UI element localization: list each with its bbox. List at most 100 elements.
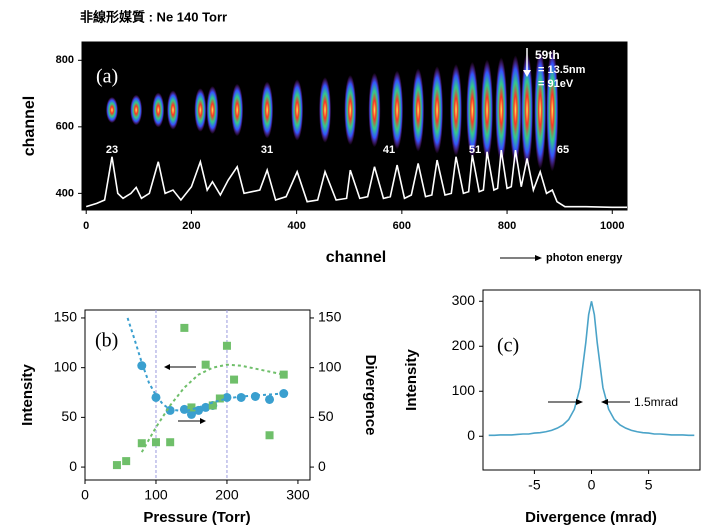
x-tick-label: 600 xyxy=(393,220,411,232)
y-tick-label: 50 xyxy=(61,408,77,424)
x-tick-label: 1000 xyxy=(600,220,624,232)
arrow-head xyxy=(576,399,583,405)
harmonic-spot xyxy=(152,92,165,128)
y-tick-label: 300 xyxy=(452,292,476,308)
y-tick-label: 150 xyxy=(54,309,78,325)
harmonic-spot xyxy=(546,48,559,172)
annotation: = 91eV xyxy=(538,78,574,90)
harmonic-spot xyxy=(412,68,425,152)
harmonic-label: 51 xyxy=(469,144,481,156)
y-axis-title: Intensity xyxy=(403,349,420,411)
square-point xyxy=(215,394,224,403)
square-point xyxy=(180,323,189,332)
harmonic-spot xyxy=(534,50,547,170)
harmonic-spot xyxy=(319,77,332,143)
arrow-head xyxy=(535,255,542,261)
y-tick-label: 600 xyxy=(56,121,74,133)
harmonic-spot xyxy=(261,81,274,139)
circle-point xyxy=(151,392,161,402)
y-axis-title: channel xyxy=(21,96,38,156)
circle-point xyxy=(222,392,232,402)
harmonic-spot xyxy=(206,86,219,134)
x-tick-label: 200 xyxy=(215,487,239,503)
square-point xyxy=(201,360,210,369)
harmonic-spot xyxy=(509,55,522,165)
circle-point xyxy=(194,405,204,415)
square-point xyxy=(265,431,274,440)
y2-tick-label: 150 xyxy=(318,309,342,325)
panels: 0 200 400 600 800 1000400600800channelchannel… xyxy=(19,41,701,526)
square-point xyxy=(166,438,175,447)
square-point xyxy=(222,341,231,350)
harmonic-spot xyxy=(495,57,508,163)
harmonic-spot xyxy=(130,94,143,126)
plot-frame xyxy=(482,289,701,471)
arrow-head xyxy=(601,399,608,405)
y-tick-label: 800 xyxy=(56,54,74,66)
x-tick-label: 0 xyxy=(81,487,89,503)
x-axis-title: channel xyxy=(326,249,386,266)
arrow-head xyxy=(523,70,531,77)
x-tick-label: 5 xyxy=(645,477,653,493)
square-point xyxy=(151,438,160,447)
square-point xyxy=(279,370,288,379)
annotation: = 13.5nm xyxy=(538,64,586,76)
circle-point xyxy=(250,391,260,401)
y-tick-label: 100 xyxy=(452,382,476,398)
x-tick-label: 400 xyxy=(287,220,305,232)
harmonic-spot xyxy=(431,66,444,154)
plot-frame xyxy=(84,309,311,481)
circle-point xyxy=(186,409,196,419)
square-point xyxy=(208,401,217,410)
y2-tick-label: 0 xyxy=(318,458,326,474)
circle-point xyxy=(137,361,147,371)
square-point xyxy=(112,461,121,470)
harmonic-spot xyxy=(231,83,244,137)
harmonic-spot xyxy=(291,79,304,141)
harmonic-label: 41 xyxy=(383,144,395,156)
y-tick-label: 0 xyxy=(467,427,475,443)
arrow-head xyxy=(200,418,206,424)
harmonic-label: 23 xyxy=(106,144,118,156)
y-axis-title: Intensity xyxy=(19,364,36,426)
square-point xyxy=(230,375,239,384)
annotation: photon energy xyxy=(546,252,623,264)
x-tick-label: 800 xyxy=(498,220,516,232)
harmonic-spot xyxy=(466,61,479,159)
y2-tick-label: 100 xyxy=(318,358,342,374)
harmonic-label: 31 xyxy=(261,144,273,156)
x-tick-label: -5 xyxy=(528,477,541,493)
harmonic-spot xyxy=(105,97,118,123)
x-tick-label: 300 xyxy=(286,487,310,503)
y2-tick-label: 50 xyxy=(318,408,334,424)
y-tick-label: 0 xyxy=(69,458,77,474)
panel-label: (c) xyxy=(497,335,519,357)
harmonic-spot xyxy=(521,53,534,167)
panel-label: (b) xyxy=(95,330,118,352)
annotation: 59th xyxy=(535,48,560,62)
y-tick-label: 200 xyxy=(452,337,476,353)
x-tick-label: 200 xyxy=(182,220,200,232)
circle-point xyxy=(201,402,211,412)
circle-point xyxy=(265,394,275,404)
x-axis-title: Pressure (Torr) xyxy=(143,509,250,526)
arrow-head xyxy=(164,364,170,370)
harmonic-spot xyxy=(167,90,180,130)
x-tick-label: 0 xyxy=(588,477,596,493)
harmonic-label: 65 xyxy=(557,144,569,156)
harmonic-spot xyxy=(450,64,463,156)
harmonic-spot xyxy=(194,88,207,132)
data-line xyxy=(85,149,627,209)
chart-title: 非線形媒質 : Ne 140 Torr xyxy=(80,9,227,24)
harmonic-spot xyxy=(344,75,357,145)
x-tick-label: 0 xyxy=(83,220,89,232)
annotation: 1.5mrad xyxy=(634,395,678,409)
panel-label: (a) xyxy=(96,66,118,88)
x-axis-title: Divergence (mrad) xyxy=(525,509,657,526)
y-tick-label: 100 xyxy=(54,358,78,374)
square-point xyxy=(122,457,131,466)
data-line xyxy=(488,301,695,437)
harmonic-spot xyxy=(368,72,381,148)
x-tick-label: 100 xyxy=(144,487,168,503)
